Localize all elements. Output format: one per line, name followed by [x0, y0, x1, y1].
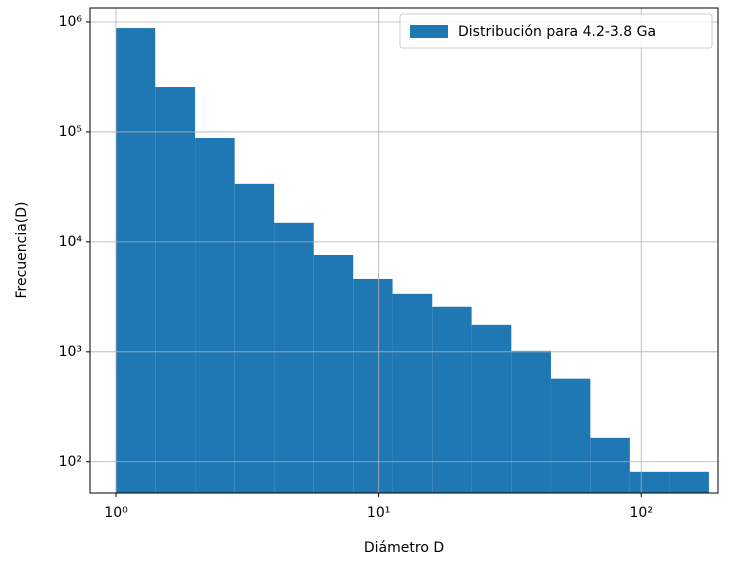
bar [195, 138, 235, 493]
bar [392, 293, 433, 493]
bar [590, 437, 630, 493]
bar [669, 471, 709, 493]
x-tick-label: 10¹ [367, 505, 390, 521]
y-tick-label: 10³ [59, 344, 82, 360]
x-tick-label: 10² [630, 505, 653, 521]
y-tick-label: 10⁶ [59, 14, 83, 30]
legend-swatch [410, 25, 448, 38]
legend-label: Distribución para 4.2-3.8 Ga [458, 24, 656, 40]
y-tick-label: 10⁴ [59, 234, 83, 250]
bar [471, 324, 512, 493]
y-axis-label: Frecuencia(D) [14, 201, 30, 298]
y-tick-label: 10² [59, 454, 82, 470]
bar [432, 306, 472, 493]
bar [274, 222, 314, 493]
bar [116, 28, 156, 493]
bar [511, 350, 551, 493]
bar [234, 183, 275, 493]
bar [353, 278, 393, 493]
x-axis-label: Diámetro D [364, 540, 444, 556]
legend-box [399, 13, 713, 49]
x-tick-label: 10⁰ [104, 505, 128, 521]
plot-frame [89, 7, 719, 494]
bar [550, 378, 591, 493]
y-tick-label: 10⁵ [59, 124, 82, 140]
bar [629, 471, 670, 493]
bar [313, 254, 354, 493]
bar [155, 87, 196, 493]
